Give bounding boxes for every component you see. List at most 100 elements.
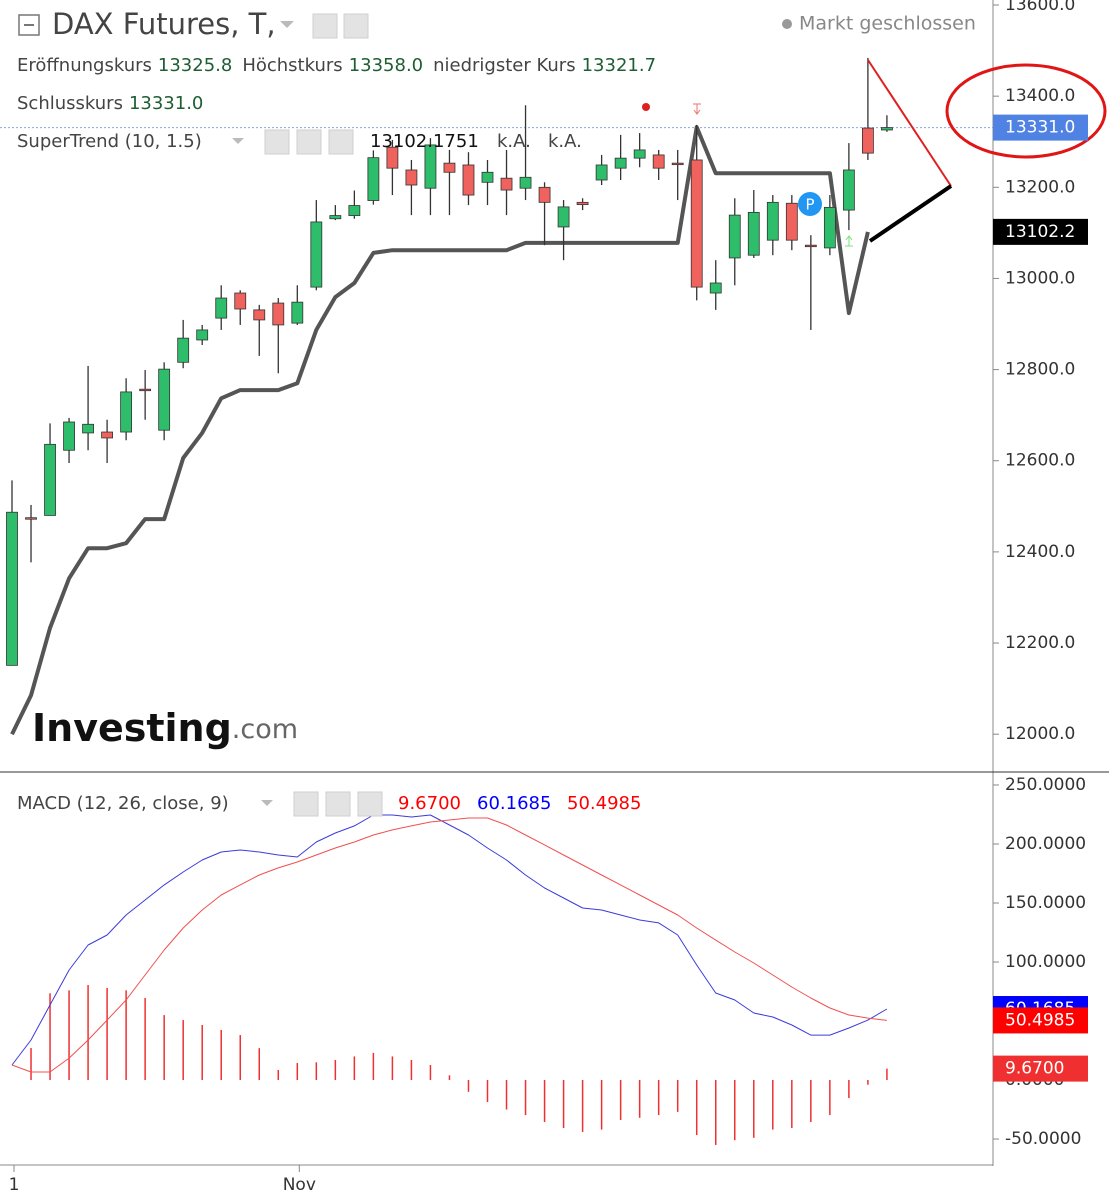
candle-body	[842, 169, 855, 211]
y-tick-label: 13600.0	[1005, 0, 1075, 15]
status-dot	[782, 19, 792, 29]
candle-body	[557, 206, 570, 228]
y-tick-label: 13000.0	[1005, 268, 1075, 288]
candle-body	[44, 443, 56, 516]
candle-body	[310, 221, 323, 288]
eye-icon[interactable]	[264, 129, 290, 155]
info-label: Höchstkurs	[242, 55, 342, 76]
candle-body	[500, 177, 513, 191]
collapse-icon[interactable]	[18, 14, 40, 36]
macd-value: 50.4985	[567, 793, 641, 814]
info-value: 13321.7	[582, 55, 656, 76]
ohlc-legend: Eröffnungskurs 13325.8 Höchstkurs 13358.0 ni…	[17, 55, 656, 76]
candle-body	[348, 205, 361, 216]
x-tick-label: Nov	[283, 1175, 316, 1192]
series-line	[10, 125, 870, 736]
candle-body	[633, 149, 646, 159]
close-icon[interactable]	[357, 791, 383, 817]
dropdown[interactable]	[280, 21, 294, 28]
candle-body	[6, 511, 18, 666]
candle-body	[709, 282, 722, 294]
candle-body	[177, 337, 190, 363]
indicator-legend: SuperTrend (10, 1.5)	[17, 131, 202, 152]
series-line	[11, 814, 888, 1066]
indicator-badge-label: 13102.2	[1005, 222, 1075, 242]
candle-body	[766, 201, 779, 241]
eye-icon[interactable]	[312, 13, 338, 39]
candle-body	[329, 215, 342, 220]
info-value: 13331.0	[129, 93, 203, 114]
close-icon[interactable]	[328, 129, 354, 155]
macd-badge-label: 9.6700	[1005, 1059, 1064, 1079]
candle-body	[120, 391, 133, 433]
candle-body	[386, 146, 399, 169]
indicator-value: 13102.1751	[370, 131, 479, 152]
candle-body	[424, 144, 437, 189]
candle-body	[690, 159, 703, 288]
candle-body	[576, 201, 589, 206]
dropdown[interactable]	[261, 800, 273, 806]
info-value: 13358.0	[349, 55, 423, 76]
signal-arrow	[693, 103, 701, 115]
candle-body	[139, 388, 152, 392]
y-tick-label: 12000.0	[1005, 724, 1075, 744]
candle-body	[671, 162, 684, 166]
y-tick-label: 200.0000	[1005, 834, 1086, 854]
candle-body	[234, 292, 247, 310]
gear-icon[interactable]	[325, 791, 351, 817]
marker	[798, 192, 822, 216]
indicator-badge	[993, 218, 1088, 245]
candle-body	[215, 297, 228, 319]
info-label: niedrigster Kurs	[433, 55, 575, 76]
candle-body	[272, 302, 285, 326]
price-badge-label: 13331.0	[1005, 118, 1075, 138]
macd-badge	[993, 1007, 1088, 1034]
watermark: Investing.com	[32, 706, 298, 750]
y-tick-label: 13200.0	[1005, 177, 1075, 197]
watermark-text: Investing	[32, 706, 232, 750]
marker-label: P	[805, 196, 814, 214]
y-tick-label: 12200.0	[1005, 633, 1075, 653]
plot-layer: 12000.0 12200.0 12400.0 12600.0 12800.0 13000…	[0, 0, 1086, 1149]
market-status: Markt geschlossen	[799, 13, 976, 35]
info-value: 13325.8	[158, 55, 232, 76]
candle-body	[823, 206, 836, 249]
series-line	[11, 817, 887, 1073]
y-tick-label: -50.0000	[1005, 1129, 1081, 1149]
macd-value: 60.1685	[477, 793, 551, 814]
candle-body	[595, 164, 608, 181]
candle-body	[804, 244, 817, 248]
candle-body	[196, 329, 209, 341]
watermark-suffix: .com	[232, 714, 298, 745]
annotation-line	[867, 59, 952, 187]
dropdown[interactable]	[232, 138, 244, 144]
candle-body	[367, 157, 380, 201]
eye-icon[interactable]	[293, 791, 319, 817]
indicator-value: k.A.	[548, 131, 582, 152]
macd-badge	[993, 1055, 1088, 1082]
gear-icon[interactable]	[343, 13, 369, 39]
info-label: Eröffnungskurs	[17, 55, 152, 76]
candle-body	[538, 186, 551, 203]
candle-body	[747, 211, 760, 256]
candle-body	[881, 127, 893, 131]
signal-dot	[642, 103, 650, 111]
annotation-ellipse	[945, 63, 1107, 159]
y-tick-label: 100.0000	[1005, 952, 1086, 972]
candle-body	[862, 127, 874, 154]
y-tick-label: 13400.0	[1005, 86, 1075, 106]
candle-body	[443, 162, 456, 173]
candle-body	[614, 157, 627, 169]
info-label: Schlusskurs	[17, 93, 123, 114]
candle-body	[25, 517, 37, 520]
chart-title: DAX Futures, T,	[52, 7, 276, 41]
candle-body	[82, 423, 94, 434]
candle-body	[405, 169, 418, 186]
macd-badge-label: 50.4985	[1005, 1010, 1075, 1030]
y-tick-label: 12400.0	[1005, 542, 1075, 562]
gear-icon[interactable]	[296, 129, 322, 155]
candle-body	[101, 431, 113, 439]
candle-body	[291, 301, 304, 324]
candle-body	[63, 421, 75, 451]
